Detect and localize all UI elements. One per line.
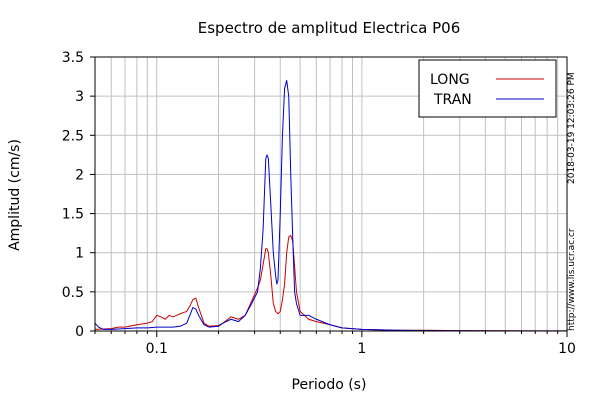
axis-ticks <box>90 56 568 337</box>
y-tick-label: 2 <box>75 167 84 183</box>
legend-box <box>418 59 557 118</box>
x-tick-label: 10 <box>558 341 576 357</box>
series-line-long <box>94 234 567 332</box>
timestamp-annotation: 2018-03-19 12:03:26 PM <box>567 72 577 184</box>
series-layer <box>94 79 567 332</box>
y-tick-label: 0.5 <box>62 285 84 301</box>
grid-lines <box>94 56 567 332</box>
y-tick-label: 3 <box>75 89 84 105</box>
legend: LONG TRAN <box>418 59 557 118</box>
legend-label-long: LONG <box>430 72 470 88</box>
x-axis-label: Periodo (s) <box>292 377 367 393</box>
x-tick-label: 1 <box>357 341 366 357</box>
y-axis-label: Amplitud (cm/s) <box>7 139 23 251</box>
source-url-annotation: http://www.lis.ucr.ac.cr <box>567 228 577 331</box>
y-tick-label: 2.5 <box>62 128 84 144</box>
y-tick-label: 0 <box>75 324 84 340</box>
y-tick-label: 3.5 <box>62 50 84 66</box>
legend-label-tran: TRAN <box>433 92 472 108</box>
x-tick-label: 0.1 <box>146 341 168 357</box>
tick-labels: 0 0.5 1 1.5 2 2.5 3 3.5 0.1 1 10 <box>62 50 576 357</box>
y-tick-label: 1.5 <box>62 207 84 223</box>
y-tick-label: 1 <box>75 246 84 262</box>
series-line-tran <box>94 79 567 332</box>
chart-title: Espectro de amplitud Electrica P06 <box>198 19 461 37</box>
plot-frame <box>94 56 568 332</box>
